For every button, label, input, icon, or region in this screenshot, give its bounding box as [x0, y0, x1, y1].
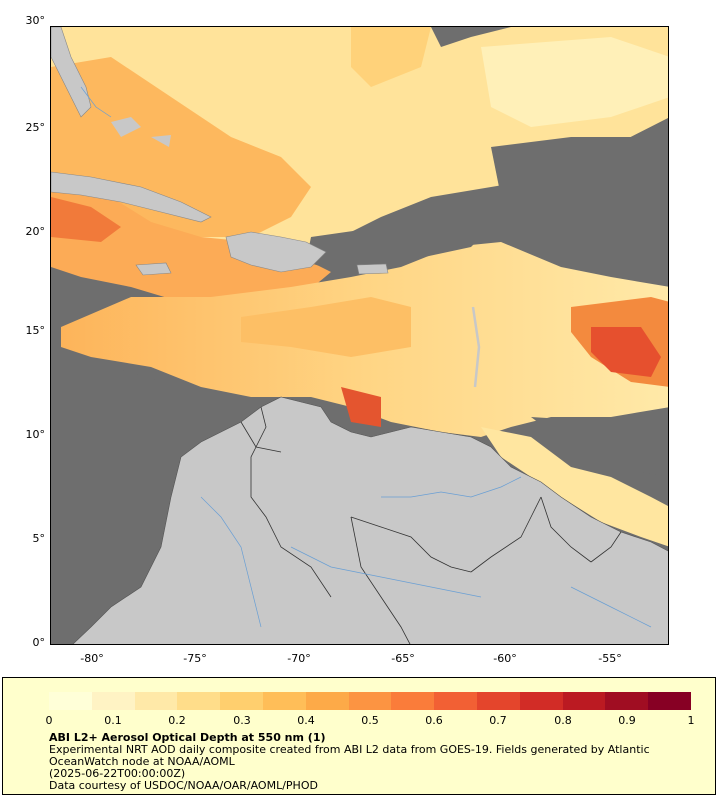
colorbar-label: 0.2	[168, 714, 186, 727]
colorbar-cell	[434, 692, 477, 710]
x-tick-label: -65°	[391, 652, 415, 665]
colorbar-cell	[262, 692, 306, 710]
colorbar-label: 0.1	[104, 714, 122, 727]
aod-map	[50, 26, 669, 645]
colorbar-cell	[305, 692, 349, 710]
colorbar-label: 0.3	[233, 714, 251, 727]
colorbar-cell	[348, 692, 392, 710]
y-tick-label: 15°	[25, 324, 46, 337]
legend-credit: Data courtesy of USDOC/NOAA/OAR/AOML/PHO…	[49, 779, 318, 792]
x-tick-label: -75°	[183, 652, 207, 665]
y-tick-label: 30°	[25, 14, 46, 27]
land	[51, 27, 668, 644]
colorbar-cell	[476, 692, 520, 710]
colorbar-label: 0.7	[489, 714, 507, 727]
x-tick-label: -55°	[598, 652, 622, 665]
legend-description: ABI L2+ Aerosol Optical Depth at 550 nm …	[49, 732, 699, 792]
colorbar-cell	[134, 692, 178, 710]
y-tick-label: 20°	[25, 225, 46, 238]
colorbar-label: 0.5	[361, 714, 379, 727]
colorbar-cell	[519, 692, 563, 710]
colorbar-cell	[648, 692, 691, 710]
legend-timestamp: (2025-06-22T00:00:00Z)	[49, 767, 186, 780]
legend-line: OceanWatch node at NOAA/AOML	[49, 755, 235, 768]
colorbar-cell	[562, 692, 606, 710]
colorbar-label: 0.8	[554, 714, 572, 727]
y-tick-label: 25°	[25, 121, 46, 134]
colorbar-cell	[177, 692, 221, 710]
legend-title: ABI L2+ Aerosol Optical Depth at 550 nm …	[49, 731, 326, 744]
colorbar-label: 0	[45, 714, 53, 727]
colorbar-label: 1	[687, 714, 695, 727]
colorbar-label: 0.9	[618, 714, 636, 727]
colorbar-cell	[220, 692, 263, 710]
x-tick-label: -80°	[80, 652, 104, 665]
y-tick-label: 0°	[32, 636, 46, 649]
y-tick-label: 10°	[25, 428, 46, 441]
colorbar-cell	[91, 692, 135, 710]
legend-panel: 0 0.1 0.2 0.3 0.4 0.5 0.6 0.7 0.8 0.9 1 …	[2, 677, 716, 795]
colorbar-cell	[391, 692, 435, 710]
legend-line: Experimental NRT AOD daily composite cre…	[49, 743, 650, 756]
colorbar-cell	[605, 692, 649, 710]
rivers	[80, 86, 652, 628]
colorbar-label: 0.4	[297, 714, 315, 727]
colorbar	[49, 692, 691, 710]
country-borders	[240, 406, 622, 644]
x-tick-label: -70°	[287, 652, 311, 665]
map-canvas	[51, 27, 668, 644]
y-tick-label: 5°	[32, 532, 46, 545]
colorbar-cell	[49, 692, 92, 710]
x-tick-label: -60°	[493, 652, 517, 665]
colorbar-label: 0.6	[425, 714, 443, 727]
